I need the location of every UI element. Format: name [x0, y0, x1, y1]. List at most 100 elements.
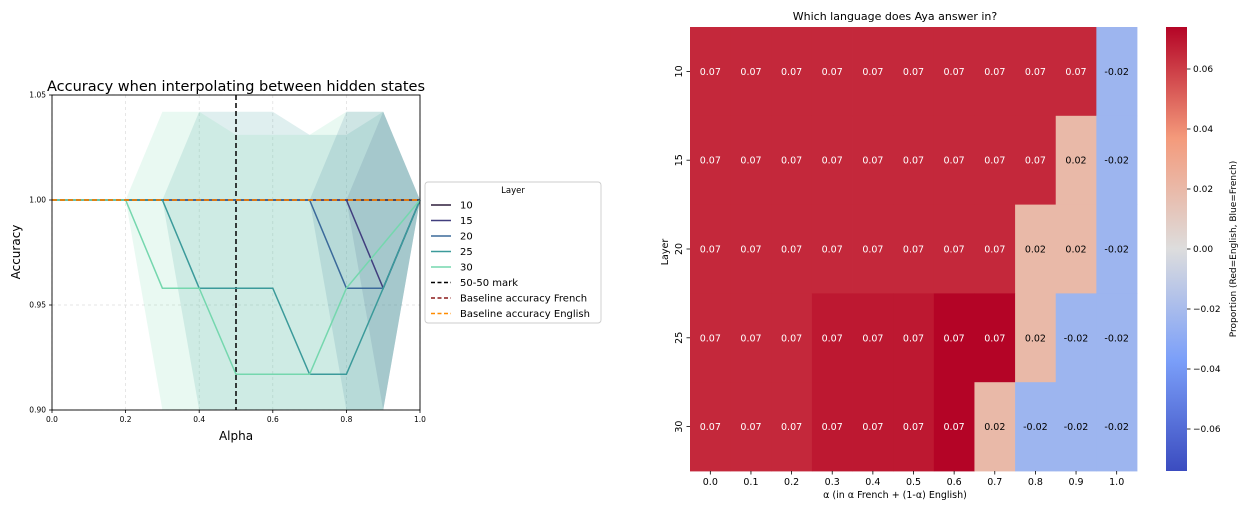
colorbar-tick-label: −0.02: [1193, 305, 1221, 315]
heatmap-cell: [811, 382, 853, 472]
x-tick-label: 0.4: [193, 415, 205, 424]
line-x-axis-label: Alpha: [219, 429, 253, 443]
line-layer-30: [52, 199, 421, 376]
heatmap-cell-label: 0.07: [984, 245, 1005, 256]
colorbar-tick-label: 0.00: [1193, 245, 1213, 255]
heatmap-cell: [730, 382, 772, 472]
hm-y-tick-label: 15: [674, 154, 685, 166]
hm-x-tick-label: 0.6: [947, 477, 962, 488]
heatmap-cell: [1055, 204, 1097, 294]
heatmap-cell: [730, 115, 772, 205]
heatmap-cell: [1015, 293, 1057, 383]
heatmap-cell-label: 0.07: [822, 333, 843, 344]
legend-label: 50-50 mark: [460, 278, 518, 289]
heatmap-cell-label: 0.07: [944, 333, 965, 344]
heatmap-cell: [771, 293, 813, 383]
x-tick-label: 0.2: [120, 415, 132, 424]
heatmap-cell: [730, 27, 772, 117]
heatmap-cell-label: 0.07: [700, 245, 721, 256]
heatmap-cell-label: 0.07: [781, 245, 802, 256]
heatmap-cell-label: 0.07: [781, 156, 802, 167]
heatmap-cell: [1096, 115, 1138, 205]
heatmap-cell: [933, 204, 975, 294]
heatmap-cell-label: 0.07: [944, 156, 965, 167]
heatmap-cell: [852, 293, 894, 383]
heatmap-cell-label: 0.07: [822, 67, 843, 78]
hm-y-tick-label: 30: [674, 421, 685, 433]
x-tick-label: 0.6: [267, 415, 279, 424]
heatmap-cell-label: 0.07: [1025, 156, 1046, 167]
heatmap-cell-label: 0.07: [740, 245, 761, 256]
heatmap-cell: [933, 27, 975, 117]
heatmap-cell-label: 0.07: [862, 245, 883, 256]
hm-x-tick-label: 0.3: [825, 477, 840, 488]
heatmap-cell: [811, 27, 853, 117]
heatmap-cell-label: -0.02: [1064, 333, 1089, 344]
colorbar-tick-label: 0.04: [1193, 125, 1213, 135]
heatmap-cell-label: 0.07: [781, 67, 802, 78]
heatmap-cell-label: 0.07: [944, 422, 965, 433]
confidence-bands: [52, 111, 420, 411]
heatmap-cell: [811, 115, 853, 205]
heatmap-cell: [1096, 382, 1138, 472]
line-chart: Accuracy when interpolating between hidd…: [9, 79, 602, 443]
heatmap-cell-label: 0.07: [984, 67, 1005, 78]
band-layer-25: [52, 111, 420, 411]
series-lines: [52, 199, 421, 376]
hm-x-tick-label: 0.0: [703, 477, 718, 488]
hm-x-tick-label: 0.1: [743, 477, 758, 488]
line-legend: Layer 10 15 20 25 30 50-50 mark Baseline accur…: [424, 181, 602, 324]
heatmap-cell-label: 0.02: [984, 422, 1005, 433]
colorbar-tick-label: −0.06: [1193, 425, 1221, 435]
heatmap-cell-label: 0.07: [781, 333, 802, 344]
heatmap-cell: [771, 204, 813, 294]
heatmap-cell: [1015, 382, 1057, 472]
heatmap-cell: [1015, 115, 1057, 205]
heatmap-cell-label: 0.07: [781, 422, 802, 433]
heatmap-cell-label: 0.07: [903, 156, 924, 167]
heatmap-cell-label: -0.02: [1104, 67, 1129, 78]
hm-y-tick-label: 25: [674, 332, 685, 344]
heatmap-cell: [974, 115, 1016, 205]
heatmap-cell-label: 0.07: [903, 422, 924, 433]
heatmap-cell: [690, 382, 732, 472]
heatmap-y-ticks: 10 15 20 25 30: [674, 65, 690, 433]
heatmap-cell: [690, 27, 732, 117]
colorbar-gradient: [1166, 27, 1187, 471]
heatmap-cell: [1096, 27, 1138, 117]
heatmap-cell-label: 0.02: [1065, 245, 1086, 256]
heatmap-cell-labels: 0.07 0.07 0.07 0.07 0.07 0.07 0.07 0.07 0.07 0.07…: [700, 67, 1129, 433]
hm-x-tick-label: 0.2: [784, 477, 799, 488]
hm-x-tick-label: 0.8: [1028, 477, 1043, 488]
heatmap-cell-label: 0.07: [862, 156, 883, 167]
heatmap-cell-label: 0.07: [740, 67, 761, 78]
x-tick-label: 0.8: [340, 415, 352, 424]
line-chart-title: Accuracy when interpolating between hidd…: [47, 79, 425, 95]
heatmap-cell-label: 0.07: [1025, 67, 1046, 78]
heatmap-cell-label: -0.02: [1104, 422, 1129, 433]
heatmap-cell: [852, 204, 894, 294]
heatmap-cell-label: 0.07: [944, 245, 965, 256]
y-tick-label: 0.95: [29, 301, 46, 310]
line-plot-frame: [51, 94, 421, 411]
legend-box: [424, 181, 602, 324]
heatmap-cell-label: -0.02: [1064, 422, 1089, 433]
heatmap-cell-label: 0.07: [984, 333, 1005, 344]
legend-entries: 10 15 20 25 30 50-50 mark Baseline accuracy Fr…: [431, 201, 590, 320]
heatmap-cell: [730, 204, 772, 294]
colorbar: 0.06 0.04 0.02 0.00 −0.02 −0.04 −0.06 Proporti…: [1166, 27, 1239, 471]
colorbar-tick-label: 0.02: [1193, 185, 1213, 195]
heatmap-cells: [690, 27, 1138, 472]
heatmap-cell: [893, 115, 935, 205]
hm-x-tick-label: 0.4: [865, 477, 880, 488]
line-y-axis-label: Accuracy: [9, 225, 23, 280]
colorbar-ticks: 0.06 0.04 0.02 0.00 −0.02 −0.04 −0.06: [1187, 65, 1221, 435]
heatmap-cell: [1055, 293, 1097, 383]
heatmap-cell: [811, 204, 853, 294]
heatmap-cell: [690, 115, 732, 205]
heatmap-cell-label: 0.07: [903, 67, 924, 78]
band-layer-15: [52, 111, 420, 411]
colorbar-tick-label: 0.06: [1193, 65, 1213, 75]
heatmap-cell-label: -0.02: [1023, 422, 1048, 433]
